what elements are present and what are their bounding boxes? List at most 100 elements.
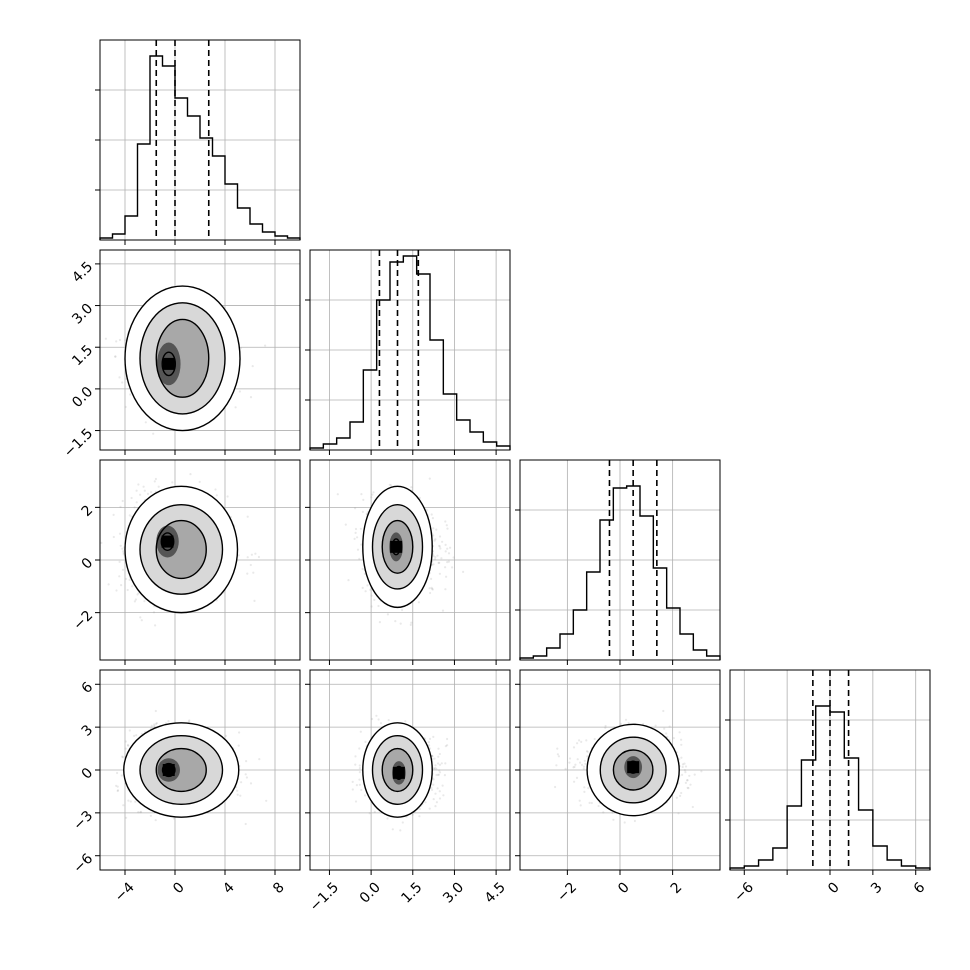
sample-point xyxy=(240,781,243,784)
sample-point xyxy=(378,621,381,624)
contour-line xyxy=(161,351,177,377)
sample-point xyxy=(250,553,253,556)
sample-point xyxy=(418,807,421,811)
sample-point xyxy=(434,538,437,541)
sample-point xyxy=(351,780,354,784)
sample-point xyxy=(244,773,247,776)
sample-point xyxy=(432,767,435,770)
sample-point xyxy=(120,584,123,587)
sample-point xyxy=(444,520,447,523)
sample-point xyxy=(154,709,157,713)
sample-point xyxy=(394,620,397,623)
sample-point xyxy=(155,722,158,725)
y-tick-label: −6 xyxy=(70,851,96,877)
sample-point xyxy=(377,718,380,721)
sample-point xyxy=(445,524,448,527)
sample-point xyxy=(446,527,449,530)
sample-point xyxy=(187,720,190,723)
sample-point xyxy=(118,560,121,564)
sample-point xyxy=(251,365,254,368)
sample-point xyxy=(440,762,443,765)
sample-point xyxy=(253,599,256,603)
sample-point xyxy=(146,492,150,495)
sample-point xyxy=(112,513,115,517)
sample-point xyxy=(429,591,432,595)
sample-point xyxy=(129,393,132,396)
sample-point xyxy=(430,786,433,790)
sample-point xyxy=(115,589,118,592)
sample-point xyxy=(418,815,421,818)
contour-line xyxy=(155,747,207,793)
sample-point xyxy=(118,376,121,379)
sample-point xyxy=(126,743,129,747)
sample-point xyxy=(401,608,404,612)
sample-point xyxy=(368,812,371,815)
sample-point xyxy=(135,734,138,737)
y-tick-label: 0 xyxy=(79,555,97,573)
sample-point xyxy=(150,491,153,494)
sample-point xyxy=(150,724,153,727)
sample-point xyxy=(431,517,434,520)
sample-point xyxy=(425,509,428,512)
x-tick-label: 4 xyxy=(220,879,238,897)
density-panel-2-0: −202 xyxy=(70,459,301,665)
sample-point xyxy=(188,719,191,722)
sample-point xyxy=(239,794,242,797)
sample-point xyxy=(114,355,117,358)
sample-point xyxy=(354,531,357,535)
sample-point xyxy=(139,811,142,814)
sample-point xyxy=(435,768,438,771)
sample-point xyxy=(432,554,435,558)
sample-point xyxy=(246,515,249,518)
y-tick-label: −2 xyxy=(70,608,96,634)
sample-point xyxy=(432,798,435,801)
sample-point xyxy=(576,758,579,761)
panel-frame xyxy=(309,249,511,451)
sample-point xyxy=(435,801,438,804)
sample-point xyxy=(358,747,361,750)
sample-point xyxy=(354,527,358,531)
sample-point xyxy=(353,537,356,541)
sample-point xyxy=(386,817,389,820)
sample-point xyxy=(336,493,339,496)
sample-point xyxy=(249,396,253,399)
sample-point xyxy=(239,347,242,350)
sample-point xyxy=(431,587,434,591)
sample-point xyxy=(439,547,442,550)
sample-point xyxy=(431,588,434,591)
sample-point xyxy=(237,744,240,747)
sample-point xyxy=(127,744,130,747)
contour-line xyxy=(371,735,424,805)
sample-point xyxy=(700,770,703,773)
x-tick-label: 4.5 xyxy=(482,879,509,906)
sample-point xyxy=(347,579,350,582)
sample-point xyxy=(354,507,357,510)
sample-point xyxy=(172,817,175,820)
sample-point xyxy=(360,493,363,496)
sample-point xyxy=(121,499,124,503)
sample-point xyxy=(264,344,267,347)
sample-point xyxy=(139,493,142,496)
sample-point xyxy=(139,616,142,619)
sample-point xyxy=(386,613,389,616)
sample-point xyxy=(444,550,447,553)
sample-point xyxy=(121,755,124,758)
sample-point xyxy=(666,735,669,739)
sample-point xyxy=(689,783,692,786)
sample-point xyxy=(586,755,589,758)
contour-line xyxy=(381,519,414,574)
sample-point xyxy=(387,719,390,722)
sample-point xyxy=(436,773,440,777)
sample-point xyxy=(124,339,127,342)
sample-point xyxy=(358,767,361,770)
sample-point xyxy=(246,556,249,559)
sample-point xyxy=(437,773,441,776)
sample-point xyxy=(254,552,257,555)
sample-point xyxy=(432,783,435,786)
sample-point xyxy=(371,493,374,496)
sample-point xyxy=(356,548,360,551)
sample-point xyxy=(572,766,575,769)
sample-point xyxy=(358,771,361,774)
sample-point xyxy=(447,560,450,563)
